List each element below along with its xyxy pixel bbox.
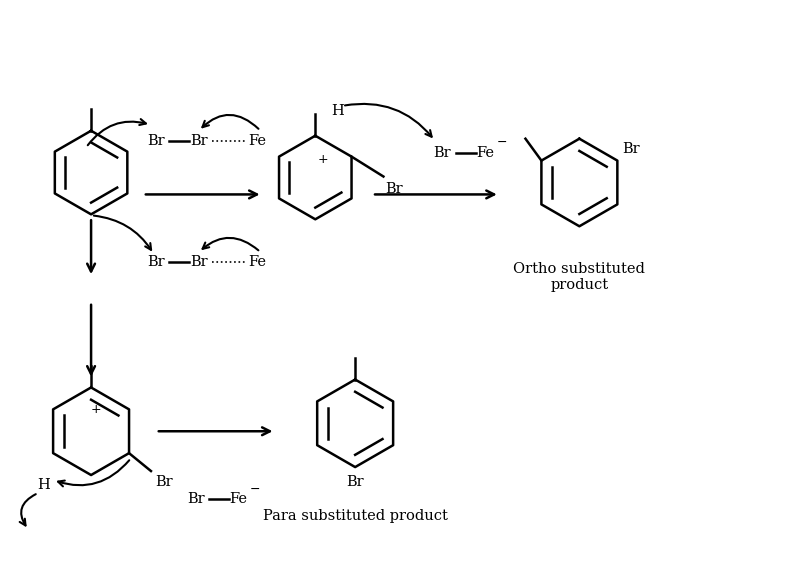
Text: Br: Br: [346, 475, 364, 489]
Text: H: H: [37, 478, 50, 492]
Text: Br: Br: [187, 492, 205, 506]
Text: Br: Br: [386, 183, 403, 197]
Text: Br: Br: [147, 134, 165, 148]
Text: Br: Br: [190, 134, 207, 148]
Text: −: −: [250, 482, 260, 496]
Text: −: −: [496, 136, 507, 149]
Text: Br: Br: [190, 255, 207, 269]
Text: Br: Br: [622, 142, 640, 156]
Text: Fe: Fe: [249, 134, 266, 148]
Text: H: H: [331, 104, 343, 118]
Text: Ortho substituted
product: Ortho substituted product: [514, 262, 646, 292]
Text: +: +: [318, 153, 329, 166]
Text: Br: Br: [147, 255, 165, 269]
Text: Br: Br: [155, 475, 173, 489]
Text: Br: Br: [433, 146, 450, 160]
Text: Fe: Fe: [230, 492, 247, 506]
Text: Fe: Fe: [249, 255, 266, 269]
Text: Fe: Fe: [477, 146, 494, 160]
Text: +: +: [90, 403, 102, 416]
Text: Para substituted product: Para substituted product: [262, 509, 447, 523]
